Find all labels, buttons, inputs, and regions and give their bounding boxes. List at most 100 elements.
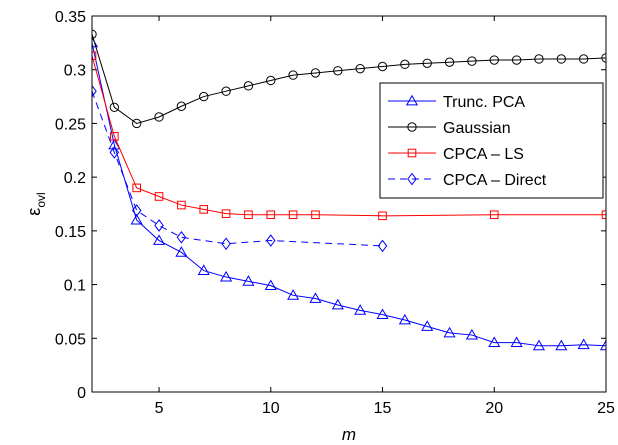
- data-point: [443, 326, 456, 338]
- data-point: [354, 304, 367, 315]
- x-tick-label: 25: [597, 400, 615, 417]
- legend-entry-1: Trunc. PCA: [388, 94, 525, 111]
- data-point: [489, 55, 499, 65]
- y-axis-label-main: ε: [24, 208, 44, 216]
- legend-label: CPCA – Direct: [443, 172, 547, 189]
- data-point: [92, 84, 97, 98]
- data-point: [311, 210, 320, 220]
- data-point: [331, 298, 344, 310]
- data-point: [400, 59, 410, 70]
- legend-entry-4: CPCA – Direct: [388, 172, 547, 189]
- series-1: [92, 36, 606, 351]
- data-point: [220, 270, 233, 282]
- data-point: [132, 183, 141, 193]
- data-point: [177, 200, 186, 210]
- legend-marker: [405, 94, 419, 106]
- data-point: [131, 118, 142, 129]
- data-point: [199, 91, 209, 102]
- data-point: [109, 146, 120, 159]
- data-point: [199, 205, 209, 214]
- data-point: [532, 339, 546, 351]
- y-tick-label: 0.3: [64, 63, 86, 80]
- data-point: [108, 138, 121, 150]
- data-point: [378, 211, 387, 221]
- y-axis-label-sub: ovl: [34, 192, 48, 207]
- series-3: [92, 51, 606, 221]
- data-point: [110, 132, 119, 141]
- data-point: [221, 209, 231, 218]
- series-4: [92, 84, 388, 253]
- tick-labels: 5 10 15 20 25 0 0.05 0.1 0.15 0.2 0.25 0.3 0.35: [55, 9, 615, 417]
- data-point: [601, 210, 606, 220]
- data-point: [398, 313, 411, 325]
- x-tick-label: 15: [374, 400, 392, 417]
- data-point: [333, 66, 343, 76]
- data-point: [488, 336, 501, 347]
- data-point: [242, 275, 255, 286]
- data-point: [244, 210, 253, 220]
- data-point: [355, 63, 365, 74]
- legend-marker: [407, 122, 417, 132]
- data-point: [154, 219, 164, 232]
- data-point: [221, 86, 231, 96]
- legend-label: Trunc. PCA: [443, 94, 525, 111]
- y-axis-label: εovl: [24, 192, 48, 215]
- data-point: [176, 230, 187, 244]
- data-point: [176, 101, 187, 111]
- data-point: [266, 234, 276, 247]
- data-point: [467, 56, 477, 66]
- x-tick-label: 10: [262, 400, 280, 417]
- data-point: [288, 70, 298, 80]
- y-tick-label: 0.35: [55, 9, 86, 26]
- data-point: [377, 239, 388, 253]
- y-tick-label: 0.1: [64, 278, 86, 295]
- data-point: [444, 57, 455, 67]
- data-point: [154, 192, 164, 201]
- data-point: [152, 234, 166, 245]
- plot-area: [92, 16, 606, 392]
- x-tick-label: 20: [485, 400, 503, 417]
- data-point: [221, 237, 231, 251]
- data-point: [92, 51, 97, 61]
- data-point: [130, 213, 143, 225]
- data-point: [287, 289, 300, 300]
- data-point: [556, 54, 567, 64]
- y-tick-label: 0: [77, 385, 86, 402]
- data-point: [555, 339, 568, 351]
- data-point: [421, 320, 434, 331]
- legend: Trunc. PCA Gaussian CPCA – LS CPCA – Direct: [379, 82, 604, 199]
- data-point: [197, 264, 210, 276]
- legend-marker: [407, 172, 417, 186]
- y-tick-label: 0.15: [55, 224, 86, 241]
- y-tick-label: 0.2: [64, 170, 86, 187]
- y-tick-label: 0.25: [55, 116, 86, 133]
- legend-entry-2: Gaussian: [388, 120, 511, 137]
- data-point: [266, 210, 276, 220]
- data-point: [511, 55, 522, 65]
- data-point: [243, 81, 254, 91]
- series-line: [92, 91, 383, 247]
- data-point: [377, 61, 388, 72]
- data-point: [510, 336, 523, 347]
- data-point: [264, 279, 277, 291]
- x-tick-label: 5: [155, 400, 164, 417]
- data-point: [109, 102, 120, 113]
- data-point: [131, 204, 142, 217]
- data-point: [422, 58, 432, 68]
- legend-marker: [407, 148, 417, 158]
- data-point: [376, 308, 389, 320]
- legend-entries: Trunc. PCA Gaussian CPCA – LS CPCA – Direct: [388, 94, 547, 189]
- data-point: [465, 328, 478, 340]
- data-point: [288, 210, 298, 220]
- data-point: [489, 210, 499, 220]
- data-point: [154, 112, 164, 122]
- legend-entry-3: CPCA – LS: [388, 146, 524, 163]
- legend-label: Gaussian: [443, 120, 511, 137]
- data-point: [534, 54, 544, 64]
- y-tick-label: 0.05: [55, 331, 86, 348]
- series-2: [92, 29, 606, 129]
- legend-label: CPCA – LS: [443, 146, 524, 163]
- data-point: [310, 68, 321, 78]
- data-point: [578, 54, 589, 64]
